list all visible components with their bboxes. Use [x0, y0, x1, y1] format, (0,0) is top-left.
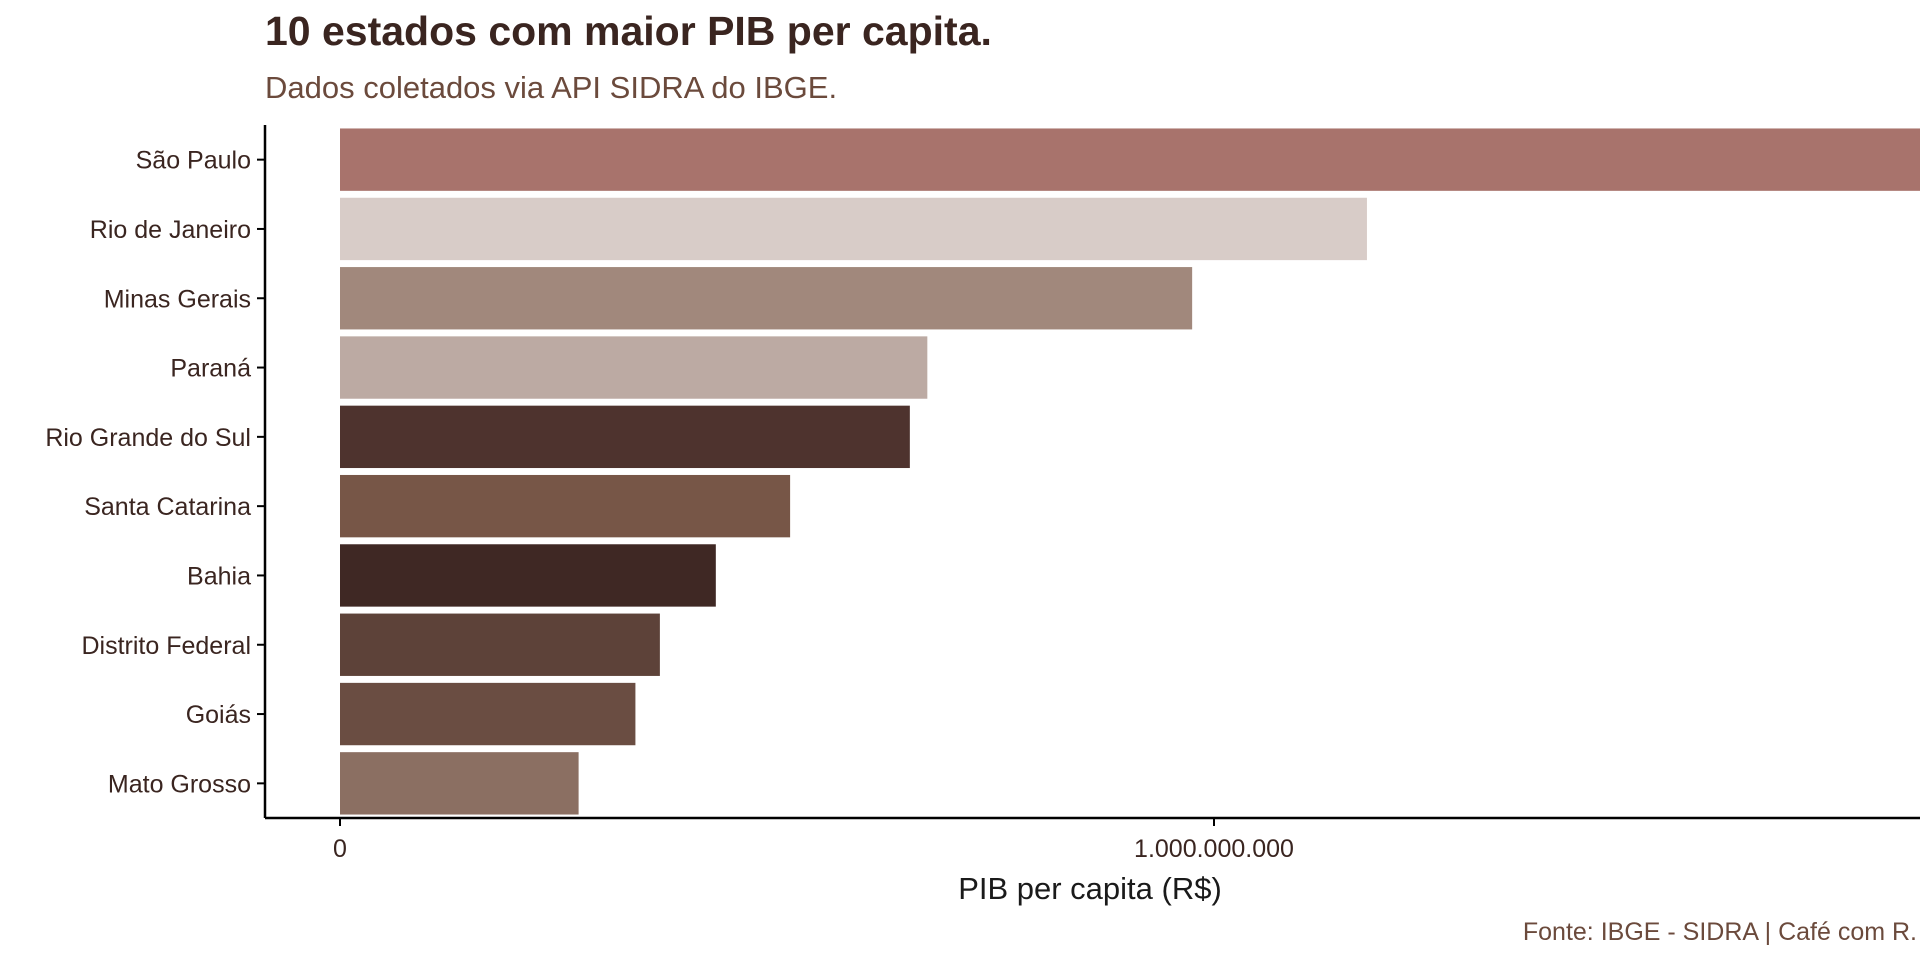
- bar-bahia: [340, 544, 716, 607]
- y-tick-label: São Paulo: [136, 147, 251, 175]
- y-axis: São Paulo Rio de Janeiro Minas Gerais Paran…: [45, 125, 267, 818]
- bar-rio-grande-do-sul: [340, 405, 910, 469]
- y-tick-label: Goiás: [186, 701, 251, 729]
- y-tick-label: Minas Gerais: [104, 285, 251, 313]
- bar-rio-de-janeiro: [340, 197, 1367, 261]
- y-tick-label: Distrito Federal: [82, 632, 252, 660]
- x-axis: 01.000.000.0002.000.000.0003.000.000.000: [265, 816, 1920, 863]
- x-tick-label: 1.000.000.000: [1134, 835, 1294, 863]
- y-tick-label: Rio Grande do Sul: [45, 424, 251, 452]
- y-tick-label: Paraná: [170, 355, 251, 383]
- bar-minas-gerais: [340, 267, 1193, 330]
- bars-group: [340, 128, 1920, 815]
- bar-parana: [340, 336, 928, 399]
- bar-sao-paulo: [340, 128, 1920, 191]
- bar-goias: [340, 682, 636, 746]
- bar-santa-catarina: [340, 474, 791, 538]
- bar-distrito-federal: [340, 613, 660, 676]
- chart-caption: Fonte: IBGE - SIDRA | Café com R.: [1522, 918, 1917, 946]
- x-tick-label: 0: [333, 835, 347, 863]
- x-axis-title: PIB per capita (R$): [958, 871, 1222, 906]
- y-tick-label: Bahia: [187, 562, 251, 590]
- bar-mato-grosso: [340, 752, 579, 815]
- y-tick-label: Santa Catarina: [84, 493, 251, 521]
- y-tick-label: Rio de Janeiro: [90, 216, 251, 244]
- y-tick-label: Mato Grosso: [108, 770, 251, 798]
- chart-title: 10 estados com maior PIB per capita.: [265, 8, 992, 54]
- chart-subtitle: Dados coletados via API SIDRA do IBGE.: [265, 70, 838, 105]
